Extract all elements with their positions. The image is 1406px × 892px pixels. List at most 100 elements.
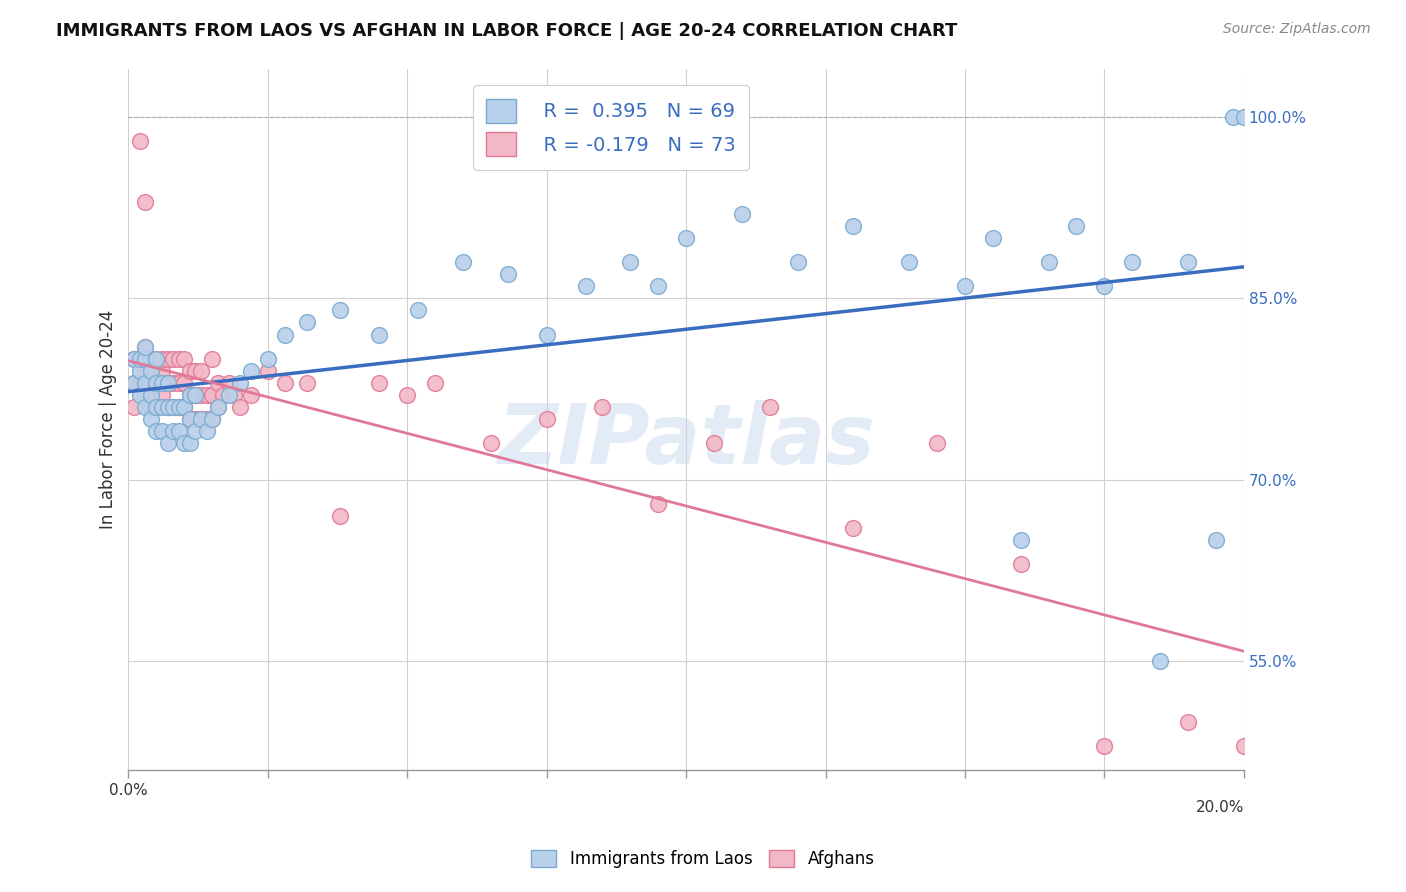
Point [703, 436, 725, 450]
Point [139, 364, 162, 378]
Point [1205, 533, 1227, 548]
Point [329, 508, 352, 523]
Point [396, 388, 419, 402]
Point [184, 364, 207, 378]
Point [273, 327, 295, 342]
Point [139, 351, 162, 366]
Point [139, 412, 162, 426]
Point [451, 255, 474, 269]
Point [145, 425, 167, 439]
Point [479, 436, 502, 450]
Point [156, 436, 179, 450]
Point [179, 436, 201, 450]
Point [1233, 739, 1256, 753]
Point [156, 376, 179, 390]
Point [122, 376, 145, 390]
Point [1233, 110, 1256, 124]
Point [179, 364, 201, 378]
Point [575, 279, 598, 293]
Point [134, 388, 156, 402]
Point [145, 376, 167, 390]
Point [1092, 739, 1115, 753]
Text: 20.0%: 20.0% [1195, 800, 1244, 815]
Point [190, 412, 212, 426]
Point [1121, 255, 1143, 269]
Point [229, 376, 252, 390]
Point [731, 207, 754, 221]
Point [201, 412, 224, 426]
Point [408, 303, 430, 318]
Point [925, 436, 948, 450]
Point [128, 351, 150, 366]
Point [145, 376, 167, 390]
Point [162, 400, 184, 414]
Point [162, 351, 184, 366]
Point [139, 376, 162, 390]
Point [167, 400, 190, 414]
Point [368, 327, 391, 342]
Point [179, 412, 201, 426]
Point [173, 436, 195, 450]
Point [122, 351, 145, 366]
Point [295, 376, 318, 390]
Point [1010, 533, 1032, 548]
Point [156, 400, 179, 414]
Point [134, 351, 156, 366]
Point [201, 388, 224, 402]
Point [224, 388, 246, 402]
Legend: Immigrants from Laos, Afghans: Immigrants from Laos, Afghans [524, 843, 882, 875]
Point [150, 351, 173, 366]
Point [496, 267, 519, 281]
Point [128, 364, 150, 378]
Point [1149, 654, 1171, 668]
Point [207, 376, 229, 390]
Point [195, 425, 218, 439]
Point [329, 303, 352, 318]
Point [842, 521, 865, 535]
Point [190, 412, 212, 426]
Point [240, 364, 263, 378]
Text: IMMIGRANTS FROM LAOS VS AFGHAN IN LABOR FORCE | AGE 20-24 CORRELATION CHART: IMMIGRANTS FROM LAOS VS AFGHAN IN LABOR … [56, 22, 957, 40]
Point [1092, 279, 1115, 293]
Point [207, 400, 229, 414]
Y-axis label: In Labor Force | Age 20-24: In Labor Force | Age 20-24 [100, 310, 117, 529]
Point [179, 412, 201, 426]
Point [128, 351, 150, 366]
Point [195, 388, 218, 402]
Point [898, 255, 921, 269]
Point [1066, 219, 1088, 233]
Point [145, 351, 167, 366]
Point [257, 351, 280, 366]
Point [536, 412, 558, 426]
Point [156, 351, 179, 366]
Point [1038, 255, 1060, 269]
Point [134, 364, 156, 378]
Point [592, 400, 614, 414]
Point [150, 364, 173, 378]
Point [145, 400, 167, 414]
Point [207, 400, 229, 414]
Point [981, 231, 1004, 245]
Point [150, 425, 173, 439]
Point [201, 351, 224, 366]
Point [229, 400, 252, 414]
Point [167, 400, 190, 414]
Point [167, 376, 190, 390]
Point [425, 376, 447, 390]
Point [145, 351, 167, 366]
Point [758, 400, 780, 414]
Point [139, 400, 162, 414]
Point [128, 376, 150, 390]
Point [162, 400, 184, 414]
Point [184, 388, 207, 402]
Point [173, 376, 195, 390]
Point [1222, 110, 1244, 124]
Legend:   R =  0.395   N = 69,   R = -0.179   N = 73: R = 0.395 N = 69, R = -0.179 N = 73 [472, 86, 749, 169]
Point [842, 219, 865, 233]
Point [273, 376, 295, 390]
Point [1177, 255, 1199, 269]
Point [179, 388, 201, 402]
Point [145, 400, 167, 414]
Point [179, 388, 201, 402]
Point [195, 412, 218, 426]
